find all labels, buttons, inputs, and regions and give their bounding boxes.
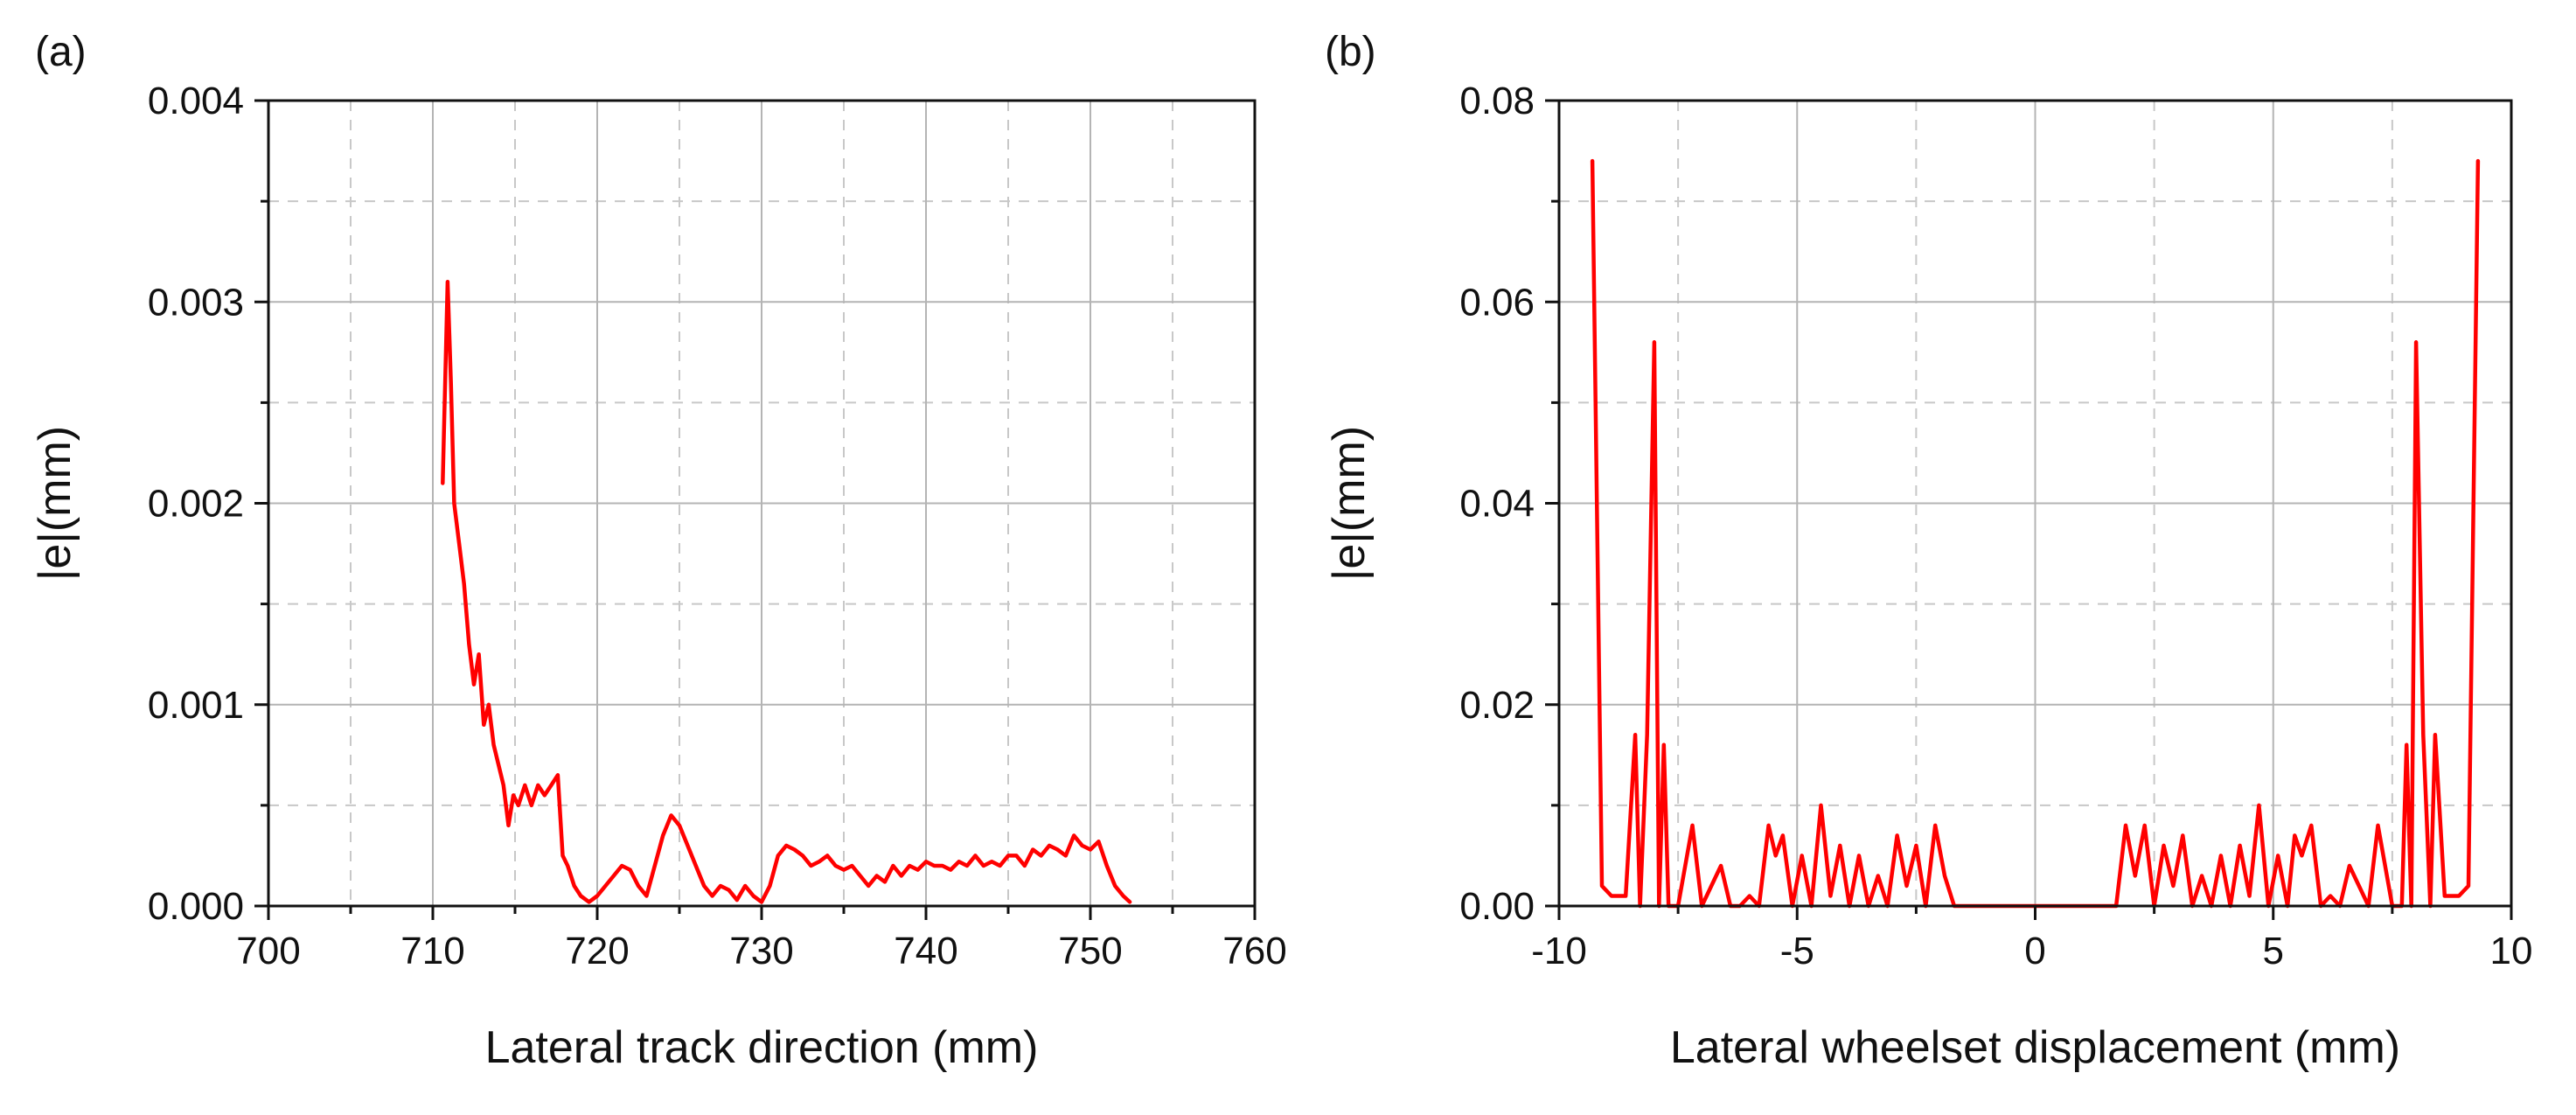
panel-a-chart: 700 710 720 730 740 750 760 0.000 0.001 0.002 0.00… — [30, 29, 1287, 1073]
y-tick-label: 0.002 — [148, 483, 244, 526]
y-tick-label: 0.003 — [148, 281, 244, 324]
y-tick-label: 0.000 — [148, 885, 244, 928]
x-axis-title: Lateral wheelset displacement (mm) — [1670, 1022, 2400, 1073]
y-tick-label: 0.001 — [148, 684, 244, 727]
panel-label: (a) — [35, 29, 87, 75]
y-axis-title: |e|(mm) — [30, 426, 80, 581]
x-tick-label: 760 — [1222, 930, 1286, 972]
x-tick-label: 730 — [729, 930, 793, 972]
y-axis-title: |e|(mm) — [1324, 426, 1375, 581]
x-tick-label: 5 — [2263, 930, 2284, 972]
data-series-line — [441, 279, 1132, 904]
x-tick-label: -10 — [1531, 930, 1587, 972]
x-tick-label: 710 — [400, 930, 464, 972]
x-tick-label: 10 — [2490, 930, 2533, 972]
y-tick-label: 0.08 — [1459, 80, 1535, 122]
y-tick-label: 0.06 — [1459, 281, 1535, 324]
y-tick-label: 0.00 — [1459, 885, 1535, 928]
x-axis-title: Lateral track direction (mm) — [485, 1022, 1039, 1073]
x-tick-label: 750 — [1058, 930, 1122, 972]
y-tick-label: 0.02 — [1459, 684, 1535, 727]
x-tick-label: 720 — [565, 930, 629, 972]
x-tick-label: 740 — [894, 930, 957, 972]
panel-label: (b) — [1325, 29, 1376, 75]
y-tick-label: 0.04 — [1459, 483, 1535, 526]
panel-b-chart: -10 -5 0 5 10 0.00 0.02 0.04 0.06 0.08 Lateral whe… — [1324, 29, 2532, 1073]
x-tick-label: -5 — [1780, 930, 1814, 972]
y-tick-label: 0.004 — [148, 80, 244, 122]
x-tick-label: 700 — [236, 930, 300, 972]
x-tick-label: 0 — [2024, 930, 2045, 972]
